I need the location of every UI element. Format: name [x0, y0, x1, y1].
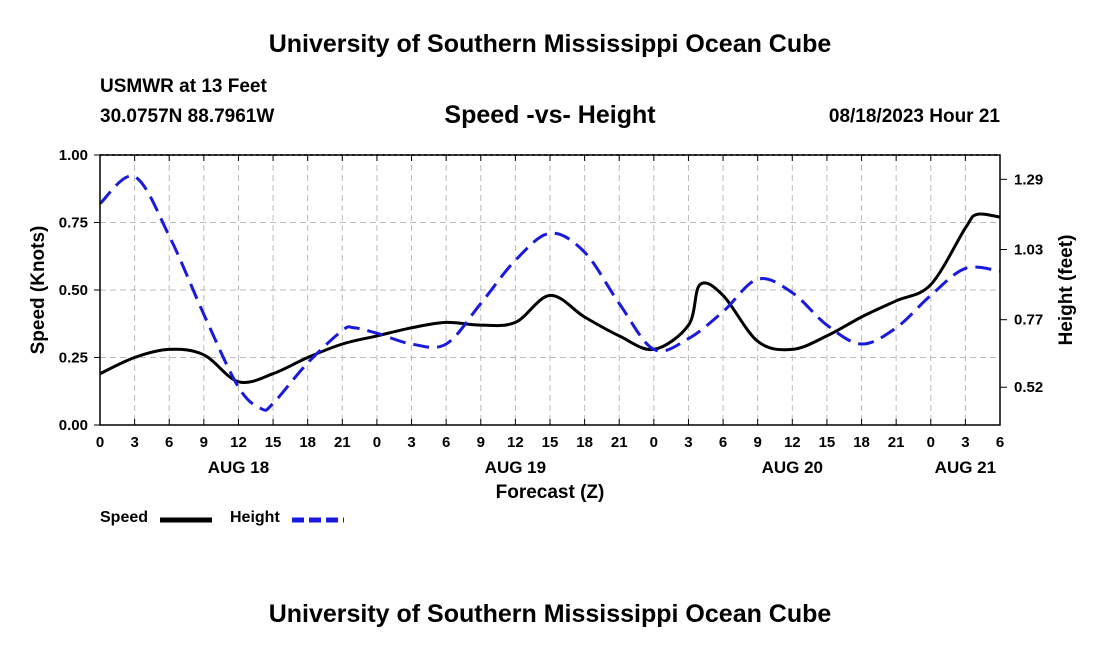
y2-tick-label: 1.03: [1014, 242, 1043, 259]
series-height-line: [98, 174, 1001, 412]
y-tick-label: 0.50: [59, 282, 88, 299]
y-tick-label: 0.75: [59, 215, 88, 232]
station-coordinates: 30.0757N 88.7961W: [100, 106, 275, 127]
issued-time: 08/18/2023 Hour 21: [828, 106, 1000, 127]
day-label: AUG 19: [485, 458, 546, 477]
x-tick-label: 12: [230, 434, 247, 451]
x-tick-label: 9: [754, 434, 762, 451]
y2-tick-label: 0.77: [1014, 312, 1043, 329]
x-tick-label: 18: [853, 434, 870, 451]
x-tick-label: 12: [507, 434, 524, 451]
x-tick-label: 15: [819, 434, 836, 451]
day-label: AUG 20: [762, 458, 823, 477]
x-tick-label: 9: [477, 434, 485, 451]
x-tick-label: 3: [407, 434, 415, 451]
y-axis-label: Speed (Knots): [28, 226, 49, 355]
day-label: AUG 21: [935, 458, 996, 477]
x-tick-label: 15: [265, 434, 282, 451]
series-speed-line: [99, 212, 1001, 385]
x-tick-label: 15: [542, 434, 559, 451]
x-tick-label: 3: [961, 434, 969, 451]
y2-tick-label: 0.52: [1014, 379, 1043, 396]
x-tick-label: 9: [200, 434, 208, 451]
x-tick-label: 0: [927, 434, 935, 451]
x-tick-label: 0: [373, 434, 381, 451]
legend-height-label: Height: [230, 509, 280, 526]
footer-title: University of Southern Mississippi Ocean…: [268, 600, 832, 628]
y-tick-label: 0.00: [59, 417, 88, 434]
x-tick-label: 6: [442, 434, 450, 451]
x-axis-label: Forecast (Z): [495, 482, 605, 503]
x-tick-label: 3: [684, 434, 692, 451]
y-tick-label: 1.00: [59, 147, 88, 164]
y2-tick-label: 1.29: [1014, 171, 1043, 188]
x-tick-label: 12: [784, 434, 801, 451]
y-tick-label: 0.25: [59, 350, 88, 367]
chart-title: Speed -vs- Height: [444, 101, 656, 129]
x-tick-label: 6: [719, 434, 727, 451]
series-layer: [98, 174, 1001, 412]
day-label: AUG 18: [208, 458, 269, 477]
station-label: USMWR at 13 Feet: [100, 76, 267, 97]
x-tick-label: 18: [299, 434, 316, 451]
x-tick-label: 18: [576, 434, 593, 451]
x-tick-label: 21: [611, 434, 628, 451]
grid: [100, 155, 1000, 425]
legend-speed-label: Speed: [100, 509, 149, 526]
axes: 0 3 6 9 12 15 18 21 0 3 6 9 12 15 18 21 0 3 6 9 12 15 18 21 0 3 6 0…: [59, 147, 1043, 477]
x-tick-label: 3: [130, 434, 138, 451]
page-title: University of Southern Mississippi Ocean…: [268, 30, 832, 58]
x-tick-label: 21: [334, 434, 351, 451]
y2-axis-label: Height (feet): [1056, 235, 1077, 346]
x-tick-label: 6: [165, 434, 173, 451]
x-tick-label: 6: [996, 434, 1004, 451]
x-tick-label: 0: [96, 434, 104, 451]
x-tick-label: 0: [650, 434, 658, 451]
x-tick-label: 21: [888, 434, 905, 451]
